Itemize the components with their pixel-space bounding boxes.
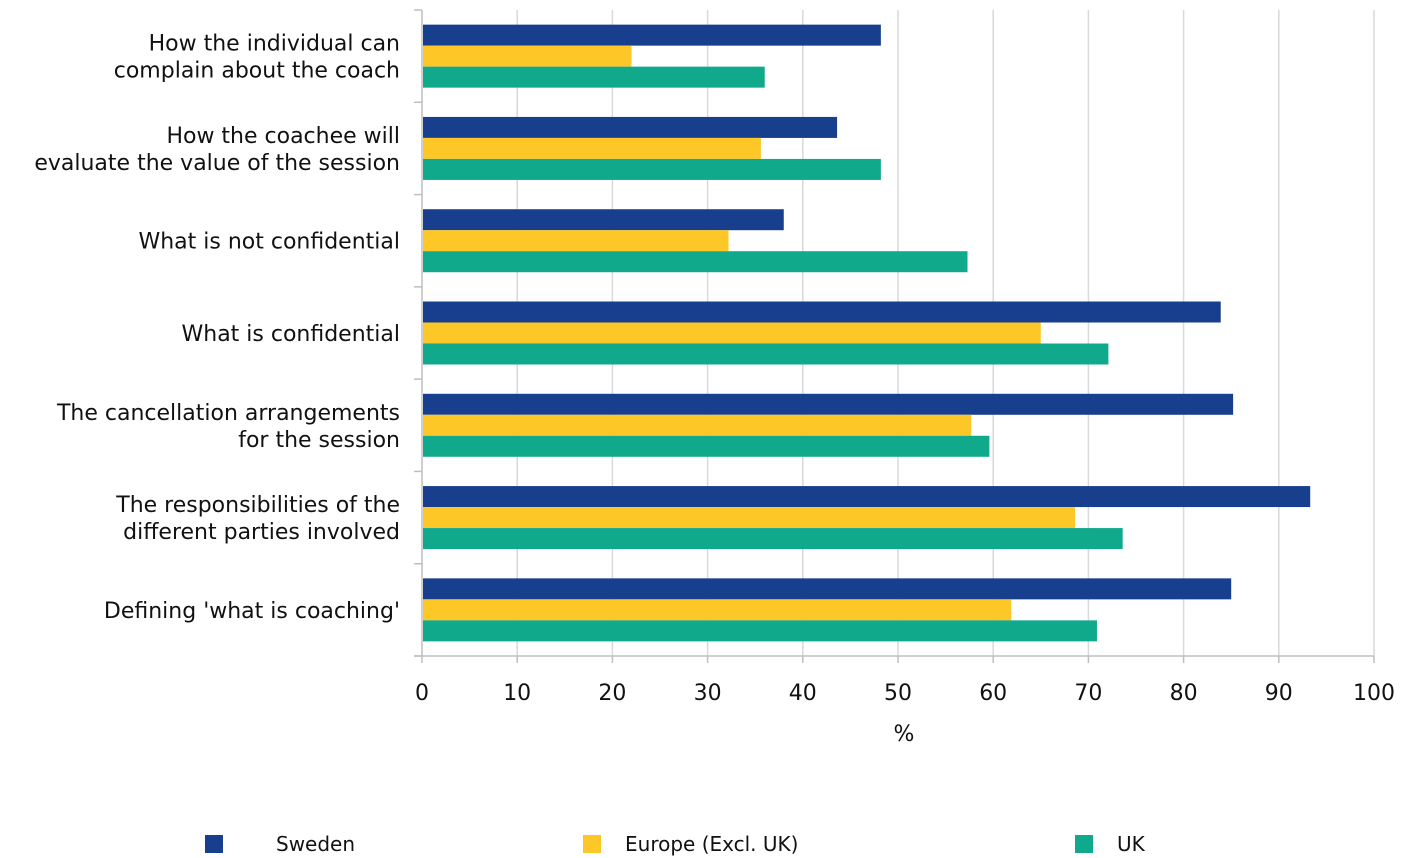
- category-label: How the individual can: [149, 32, 400, 57]
- bar-sweden: [423, 116, 838, 138]
- x-tick-label: 0: [415, 681, 429, 706]
- bar-europe-excl-uk: [423, 507, 1076, 529]
- bar-uk: [423, 528, 1123, 550]
- bar-sweden: [423, 393, 1234, 415]
- bars: [423, 24, 1311, 642]
- x-axis-title: %: [894, 722, 915, 747]
- axes: [414, 9, 1375, 663]
- x-tick-label: 70: [1074, 681, 1102, 706]
- category-label: What is confidential: [182, 322, 401, 347]
- category-label: complain about the coach: [114, 59, 400, 84]
- bar-sweden: [423, 209, 784, 231]
- category-label: different parties involved: [123, 520, 400, 545]
- bar-sweden: [423, 578, 1232, 600]
- category-label: for the session: [238, 428, 400, 453]
- category-label: How the coachee will: [166, 124, 400, 149]
- bar-europe-excl-uk: [423, 230, 729, 252]
- legend-swatch: [205, 835, 223, 853]
- x-tick-label: 30: [694, 681, 722, 706]
- bar-europe-excl-uk: [423, 599, 1012, 621]
- bar-uk: [423, 620, 1097, 642]
- legend-swatch: [1075, 835, 1093, 853]
- x-tick-label: 40: [789, 681, 817, 706]
- category-label: The responsibilities of the: [115, 493, 400, 518]
- legend-label: UK: [1117, 832, 1146, 856]
- x-tick-label: 90: [1265, 681, 1293, 706]
- bar-sweden: [423, 301, 1221, 323]
- bar-sweden: [423, 24, 881, 46]
- x-tick-label: 20: [598, 681, 626, 706]
- category-label: evaluate the value of the session: [34, 151, 400, 176]
- legend-label: Sweden: [276, 832, 355, 856]
- category-label: Defining 'what is coaching': [104, 599, 400, 624]
- category-label: The cancellation arrangements: [56, 401, 400, 426]
- bar-uk: [423, 158, 881, 180]
- bar-europe-excl-uk: [423, 414, 972, 436]
- bar-sweden: [423, 486, 1311, 508]
- legend-swatch: [583, 835, 601, 853]
- bar-uk: [423, 343, 1109, 365]
- bar-uk: [423, 435, 990, 457]
- x-tick-label: 50: [884, 681, 912, 706]
- category-label: What is not confidential: [138, 230, 400, 255]
- bar-europe-excl-uk: [423, 322, 1041, 344]
- x-tick-label: 100: [1353, 681, 1395, 706]
- bar-europe-excl-uk: [423, 137, 761, 159]
- legend: Sweden Europe (Excl. UK) UK: [205, 832, 1146, 856]
- x-tick-label: 10: [503, 681, 531, 706]
- bar-europe-excl-uk: [423, 45, 632, 67]
- x-tick-labels: 0 10 20 30 40 50 60 70 80 90 100: [415, 681, 1395, 706]
- x-tick-label: 80: [1170, 681, 1198, 706]
- bar-uk: [423, 251, 968, 273]
- legend-label: Europe (Excl. UK): [625, 832, 798, 856]
- bar-uk: [423, 66, 765, 88]
- x-tick-label: 60: [979, 681, 1007, 706]
